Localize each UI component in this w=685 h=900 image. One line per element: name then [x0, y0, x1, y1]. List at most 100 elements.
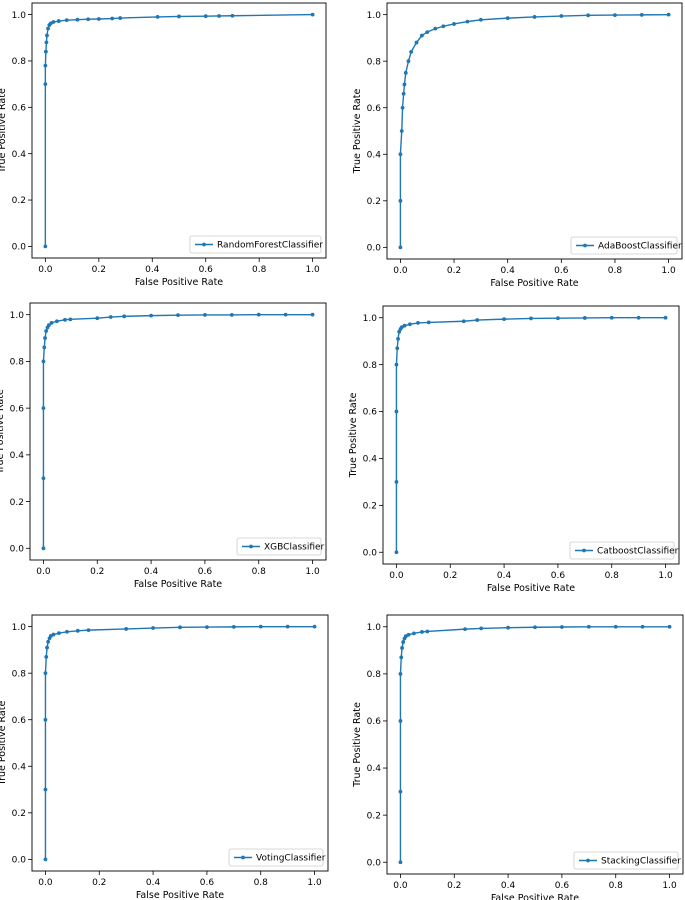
x-tick-label: 0.2: [447, 881, 461, 891]
roc-point: [51, 632, 56, 637]
plot-frame: [31, 2, 327, 259]
roc-point: [406, 59, 411, 64]
x-axis-label: False Positive Rate: [491, 893, 579, 900]
roc-point: [155, 15, 160, 19]
legend: AdaBoostClassifier: [570, 236, 682, 255]
roc-point: [96, 17, 101, 21]
roc-point: [43, 336, 47, 340]
x-tick-label: 1.0: [307, 878, 322, 888]
roc-point: [639, 12, 644, 17]
y-tick-label: 0.4: [12, 150, 27, 160]
roc-point: [118, 16, 123, 20]
roc-point: [398, 671, 403, 676]
y-tick-label: 1.0: [12, 623, 27, 633]
roc-point: [532, 15, 537, 19]
y-axis-label: True Positive Rate: [352, 702, 363, 788]
roc-point: [45, 645, 49, 650]
roc-point: [502, 317, 506, 322]
y-tick-label: 0.0: [367, 244, 382, 254]
legend-label: VotingClassifier: [256, 854, 326, 864]
roc-point: [401, 91, 406, 96]
roc-point: [394, 362, 399, 367]
roc-point: [533, 625, 537, 630]
legend: RandomForestClassifier: [189, 235, 323, 254]
x-tick-label: 0.4: [501, 266, 516, 276]
roc-point: [43, 671, 48, 676]
roc-point: [230, 13, 235, 18]
y-tick-label: 1.0: [367, 623, 382, 633]
legend: CatboostClassifier: [569, 541, 679, 560]
roc-point: [178, 625, 182, 630]
legend-marker: [241, 855, 245, 860]
legend-marker: [583, 243, 587, 248]
roc-point: [110, 16, 115, 21]
y-tick-label: 0.0: [10, 545, 25, 555]
y-tick-label: 0.2: [10, 498, 24, 508]
roc-point: [416, 320, 420, 325]
y-tick-label: 1.0: [367, 11, 382, 21]
chart-panel-3: 0.0 0.2 0.4 0.6 0.8 1.0 0.0 0.2 0.4 0.6 0.8 1.0 Fals…: [0, 302, 327, 590]
x-tick-label: 0.8: [254, 878, 269, 888]
roc-point: [231, 624, 236, 629]
roc-point: [398, 198, 403, 203]
roc-point: [640, 624, 645, 629]
roc-point: [636, 315, 641, 320]
roc-point: [663, 315, 668, 320]
y-tick-label: 1.0: [363, 314, 378, 324]
roc-point: [75, 17, 80, 22]
chart-panel-2: 0.0 0.2 0.4 0.6 0.8 1.0 0.0 0.2 0.4 0.6 0.8 1.0 Fals…: [352, 2, 683, 289]
x-tick-label: 0.4: [146, 878, 161, 888]
y-tick-label: 0.6: [12, 716, 27, 726]
roc-point: [394, 480, 399, 484]
x-tick-label: 0.8: [252, 265, 267, 275]
roc-point: [46, 323, 51, 328]
y-tick-label: 0.0: [367, 858, 382, 868]
y-tick-label: 0.2: [12, 196, 26, 206]
roc-point: [395, 346, 400, 351]
roc-point: [283, 312, 288, 317]
roc-point: [176, 313, 180, 318]
x-tick-label: 0.0: [36, 567, 51, 577]
legend-marker: [582, 548, 586, 553]
roc-point: [203, 14, 208, 19]
roc-point: [401, 640, 406, 644]
x-tick-label: 1.0: [662, 881, 677, 891]
legend-marker: [249, 544, 253, 549]
roc-point: [46, 639, 51, 644]
roc-point: [586, 13, 591, 18]
y-tick-label: 0.2: [367, 811, 381, 821]
roc-point: [122, 314, 127, 319]
roc-curve-line: [395, 317, 666, 553]
x-tick-label: 0.6: [198, 567, 213, 577]
roc-point: [43, 717, 48, 722]
y-tick-label: 0.8: [367, 57, 382, 67]
roc-point: [310, 312, 315, 317]
roc-point: [64, 18, 69, 23]
roc-point: [43, 63, 48, 68]
roc-point: [425, 629, 430, 634]
legend-box: [569, 541, 675, 560]
roc-point: [560, 625, 564, 629]
roc-point: [51, 20, 56, 24]
x-tick-label: 0.8: [608, 266, 623, 276]
y-tick-label: 0.6: [10, 404, 25, 414]
y-tick-label: 0.2: [12, 809, 26, 819]
roc-point: [414, 40, 419, 45]
y-tick-label: 0.8: [367, 670, 382, 680]
roc-point: [41, 546, 46, 551]
roc-point: [613, 624, 618, 629]
roc-point: [400, 646, 404, 650]
roc-point: [41, 476, 46, 481]
roc-point: [205, 625, 209, 629]
x-tick-label: 0.6: [551, 571, 566, 581]
roc-point: [43, 857, 48, 862]
roc-point: [41, 406, 46, 411]
chart-panel-5: 0.0 0.2 0.4 0.6 0.8 1.0 0.0 0.2 0.4 0.6 0.8 1.0 Fals…: [0, 614, 329, 900]
legend-label: RandomForestClassifier: [217, 241, 323, 251]
legend-box: [189, 235, 322, 254]
y-tick-label: 0.0: [12, 243, 27, 253]
x-tick-label: 0.4: [497, 571, 512, 581]
roc-point: [310, 12, 315, 17]
roc-point: [400, 105, 405, 110]
plot-frame: [386, 614, 684, 875]
